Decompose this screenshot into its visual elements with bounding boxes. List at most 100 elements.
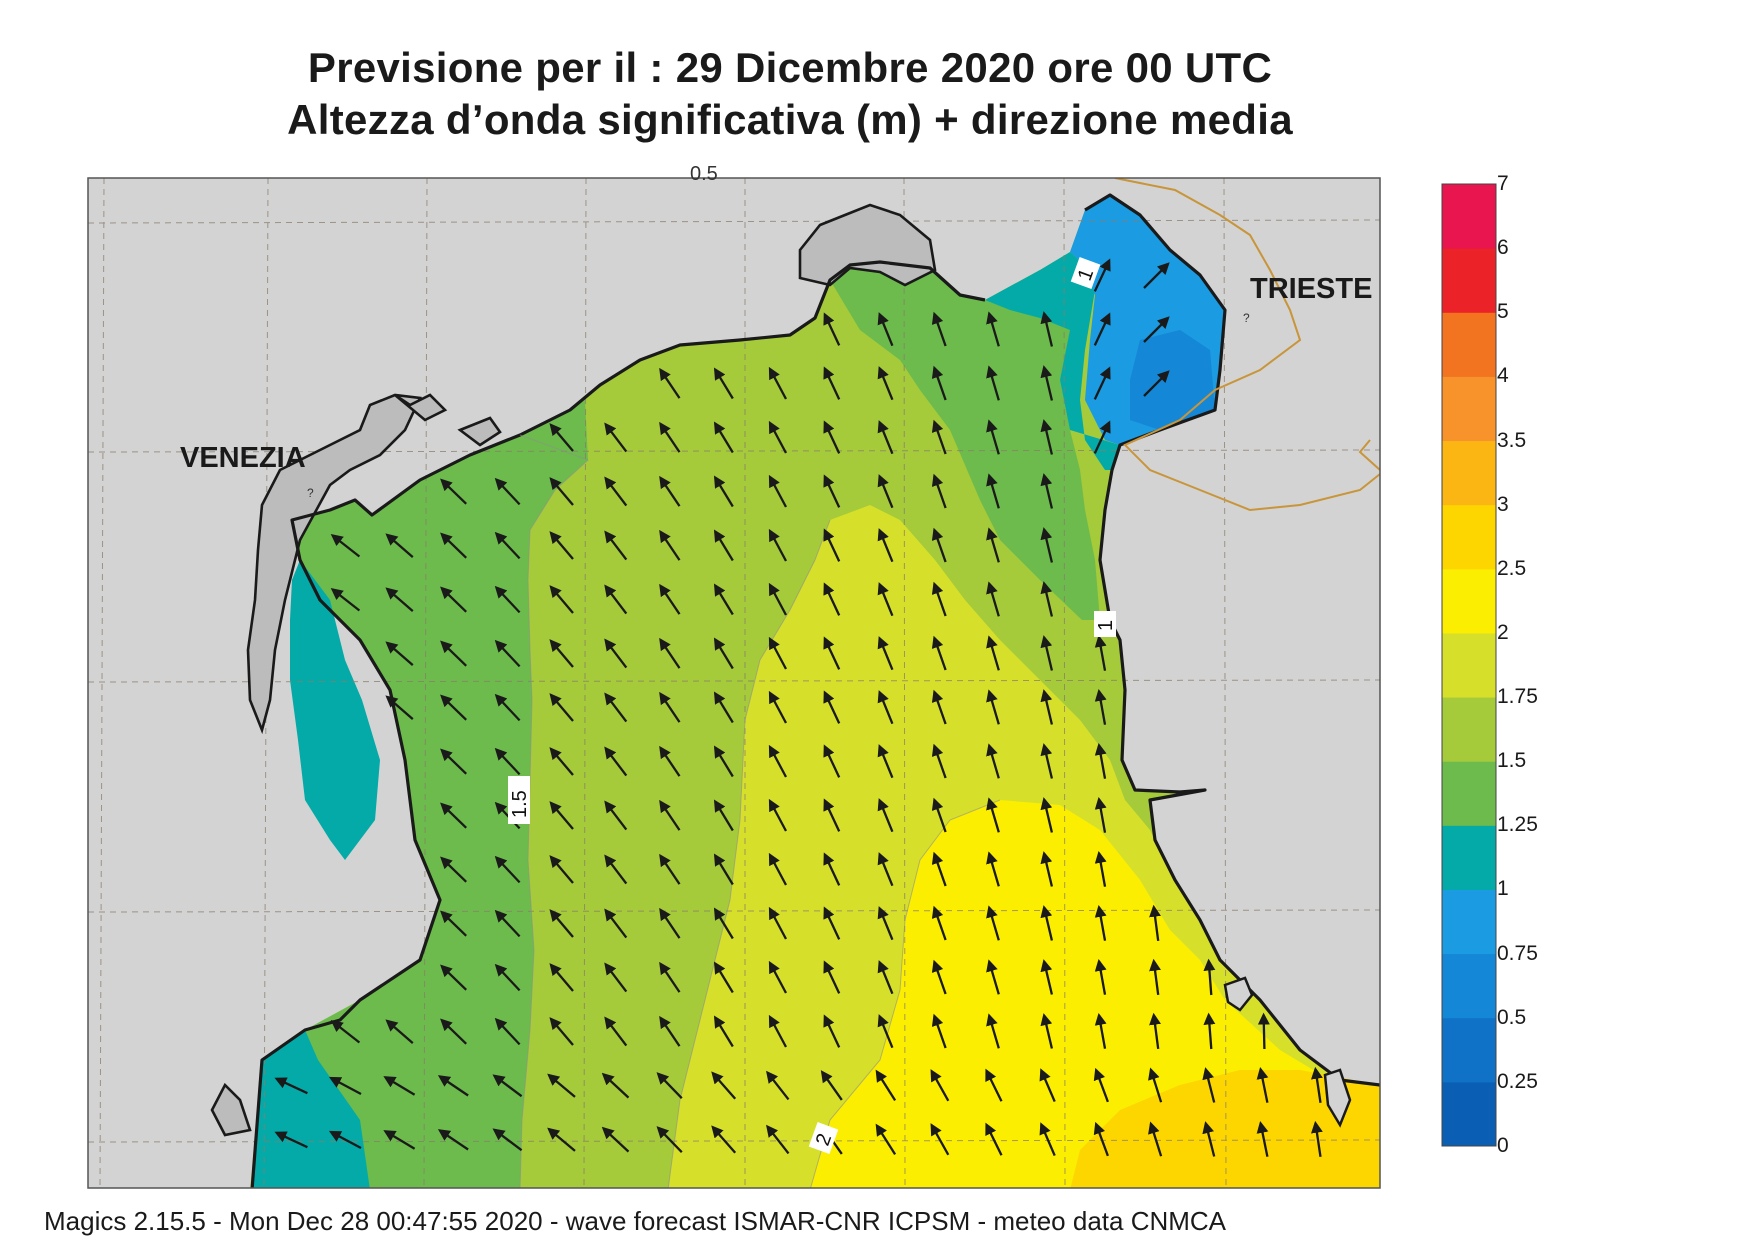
wave-zone-1-25-north bbox=[830, 262, 1100, 620]
wave-direction-arrow bbox=[656, 1126, 683, 1153]
wave-direction-arrow bbox=[385, 587, 414, 612]
wave-direction-arrow bbox=[1094, 742, 1107, 779]
wave-direction-arrow bbox=[659, 799, 681, 831]
wave-direction-arrow bbox=[494, 855, 521, 884]
wave-direction-arrow bbox=[549, 963, 574, 992]
wave-direction-arrow bbox=[713, 961, 734, 994]
colorbar-label: 0 bbox=[1497, 1134, 1509, 1157]
wave-direction-arrow bbox=[659, 367, 681, 399]
colorbar-label: 1.25 bbox=[1497, 813, 1538, 837]
wave-direction-arrow bbox=[494, 1017, 521, 1046]
forecast-title: Previsione per il : 29 Dicembre 2020 ore… bbox=[307, 44, 1273, 91]
wave-direction-arrow bbox=[659, 637, 681, 669]
wave-direction-arrow bbox=[1039, 1122, 1056, 1157]
wave-direction-arrow bbox=[494, 531, 521, 560]
place-label-trieste: TRIESTE bbox=[1250, 273, 1373, 305]
wave-direction-arrow bbox=[274, 1131, 308, 1149]
wave-direction-arrow bbox=[604, 422, 628, 453]
wave-direction-arrow bbox=[986, 527, 1000, 563]
svg-text:1: 1 bbox=[1095, 620, 1117, 631]
footer-credits: Magics 2.15.5 - Mon Dec 28 00:47:55 2020… bbox=[44, 1206, 1227, 1236]
colorbar-label: 6 bbox=[1497, 236, 1509, 260]
wave-direction-arrow bbox=[330, 1020, 361, 1044]
wave-direction-arrow bbox=[875, 1123, 897, 1156]
wave-direction-arrow bbox=[768, 906, 788, 940]
wave-direction-arrow bbox=[877, 366, 894, 401]
wave-direction-arrow bbox=[1143, 370, 1170, 397]
wave-direction-arrow bbox=[604, 800, 628, 831]
wave-direction-arrow bbox=[440, 478, 467, 505]
wave-zone-2-5 bbox=[1070, 1070, 1380, 1188]
wave-direction-arrow bbox=[985, 1068, 1003, 1102]
wave-direction-arrow bbox=[713, 475, 734, 508]
wave-direction-arrow bbox=[604, 1016, 628, 1047]
wave-direction-arrow bbox=[549, 801, 574, 830]
wave-direction-arrow bbox=[1093, 312, 1111, 346]
wave-direction-arrow bbox=[877, 960, 894, 995]
wave-direction-arrow bbox=[549, 909, 574, 938]
wave-direction-arrow bbox=[986, 635, 1000, 671]
wave-direction-arrow bbox=[659, 907, 681, 939]
wave-zone-0-5-trieste bbox=[1130, 330, 1215, 430]
wave-direction-arrow bbox=[713, 907, 734, 940]
colorbar-swatch bbox=[1442, 889, 1496, 955]
wave-direction-arrow bbox=[494, 963, 521, 992]
place-label-venezia: VENEZIA bbox=[180, 442, 306, 474]
wave-direction-arrow bbox=[768, 852, 788, 886]
wave-direction-arrow bbox=[1149, 958, 1161, 996]
wave-direction-arrow bbox=[931, 527, 947, 563]
wave-direction-arrow bbox=[1093, 366, 1111, 400]
island-krk bbox=[1223, 976, 1254, 1012]
wave-direction-arrow bbox=[768, 690, 788, 724]
wave-direction-arrow bbox=[1256, 1066, 1269, 1103]
wave-direction-arrow bbox=[1093, 420, 1111, 454]
forecast-subtitle: Altezza d’onda significativa (m) + direz… bbox=[287, 96, 1293, 143]
wave-direction-arrow bbox=[877, 636, 894, 671]
wave-direction-arrow bbox=[440, 964, 467, 991]
wave-direction-arrow bbox=[1094, 1012, 1107, 1049]
wave-direction-arrow bbox=[823, 474, 841, 508]
wave-direction-arrow bbox=[383, 1130, 416, 1150]
colorbar-swatch bbox=[1442, 1081, 1496, 1147]
wave-direction-arrow bbox=[440, 586, 467, 613]
wave-direction-arrow bbox=[713, 421, 734, 454]
colorbar-swatch bbox=[1442, 248, 1496, 313]
wave-direction-arrow bbox=[877, 528, 894, 563]
wave-direction-arrow bbox=[1094, 850, 1107, 887]
wave-direction-arrow bbox=[1094, 904, 1107, 941]
wave-direction-arrow bbox=[986, 311, 1000, 347]
wave-direction-arrow bbox=[549, 1017, 574, 1046]
wave-direction-arrow bbox=[1040, 527, 1054, 563]
wave-direction-arrow bbox=[768, 420, 788, 454]
wave-direction-arrow bbox=[713, 745, 734, 778]
wave-direction-arrow bbox=[711, 1071, 737, 1100]
wave-direction-arrow bbox=[877, 312, 894, 347]
contour-label-group: 0.5 1 1 1.5 2 bbox=[508, 163, 1117, 1155]
venezia-marker: ? bbox=[307, 486, 314, 500]
wave-direction-arrow bbox=[604, 638, 628, 669]
colorbar-label: 7 bbox=[1497, 172, 1509, 195]
wave-direction-arrow bbox=[823, 960, 841, 994]
wave-direction-arrow bbox=[1093, 258, 1111, 292]
wave-direction-arrow bbox=[877, 744, 894, 779]
wave-direction-arrow bbox=[766, 1070, 790, 1101]
wave-direction-arrow bbox=[986, 797, 1000, 833]
svg-text:0.5: 0.5 bbox=[690, 163, 718, 185]
wave-direction-arrow bbox=[823, 852, 841, 886]
wave-direction-arrow bbox=[383, 1076, 416, 1096]
wave-direction-arrow bbox=[713, 637, 734, 670]
coastline-italy bbox=[250, 260, 986, 1188]
colorbar-label: 5 bbox=[1497, 300, 1509, 324]
wave-direction-arrow bbox=[823, 690, 841, 724]
wave-direction-arrow bbox=[492, 1128, 523, 1152]
wave-direction-arrow bbox=[494, 693, 521, 722]
state-border bbox=[1114, 178, 1380, 512]
wave-direction-arrow bbox=[659, 961, 681, 993]
colorbar-swatch bbox=[1442, 825, 1496, 890]
wave-direction-arrow bbox=[768, 366, 788, 400]
wave-direction-arrow bbox=[877, 420, 894, 455]
colorbar-label: 2 bbox=[1497, 620, 1509, 644]
wave-direction-arrow bbox=[1148, 1121, 1163, 1157]
wave-direction-arrow bbox=[659, 1015, 681, 1047]
wave-direction-arrow bbox=[549, 747, 574, 776]
